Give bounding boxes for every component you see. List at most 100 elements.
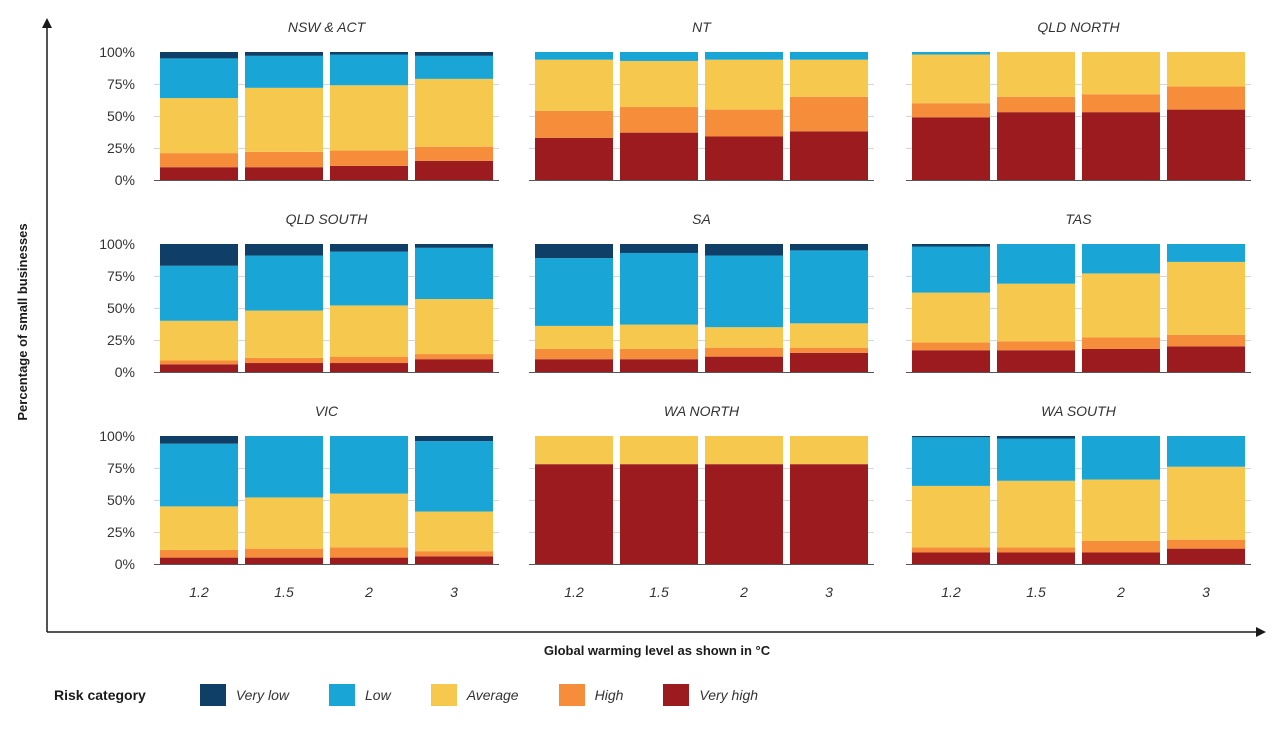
bar-segment-nsw-act-1-5-very-low — [245, 52, 323, 56]
bar-segment-wa-north-1-5-very-high — [620, 464, 698, 564]
panel-title-vic: VIC — [315, 403, 339, 419]
bar-segment-tas-1-5-high — [997, 341, 1075, 351]
bar-segment-vic-2-average — [330, 493, 408, 548]
bar-segment-wa-north-1-2-very-high — [535, 464, 613, 564]
panel-title-sa: SA — [692, 211, 711, 227]
bar-segment-vic-3-average — [415, 511, 493, 552]
bar-segment-qld-north-1-2-low — [912, 52, 990, 55]
legend-label-high: High — [594, 687, 624, 703]
panel-qld-north: QLD NORTH — [906, 19, 1251, 181]
bar-segment-nsw-act-2-low — [330, 54, 408, 86]
bar-segment-qld-south-1-5-low — [245, 255, 323, 311]
panel-title-wa-north: WA NORTH — [664, 403, 740, 419]
bar-segment-qld-north-2-very-high — [1082, 112, 1160, 180]
bar-segment-sa-1-2-average — [535, 325, 613, 349]
bar-segment-vic-1-2-very-high — [160, 557, 238, 564]
panel-title-wa-south: WA SOUTH — [1041, 403, 1117, 419]
x-axis-title: Global warming level as shown in °C — [544, 643, 771, 658]
bar-segment-wa-south-3-low — [1167, 436, 1245, 467]
x-tick-label: 1.5 — [274, 584, 294, 600]
y-tick-label: 0% — [115, 172, 135, 188]
bar-segment-wa-south-1-2-high — [912, 547, 990, 553]
bar-segment-qld-south-3-very-high — [415, 359, 493, 372]
bar-segment-vic-1-2-average — [160, 506, 238, 550]
bar-segment-sa-3-high — [790, 347, 868, 353]
y-axis-title: Percentage of small businesses — [15, 223, 30, 420]
legend: Risk category Very low Low Average High Very… — [54, 680, 798, 710]
bar-segment-wa-south-1-5-very-low — [997, 436, 1075, 439]
bar-segment-sa-3-average — [790, 323, 868, 348]
bar-segment-nt-3-high — [790, 96, 868, 132]
bar-segment-nsw-act-1-2-high — [160, 153, 238, 168]
panel-qld-south: QLD SOUTH 100% 75% 50% 25% 0% — [99, 211, 499, 380]
y-tick-label: 0% — [115, 364, 135, 380]
bar-segment-wa-south-2-very-high — [1082, 552, 1160, 564]
legend-item-high: High — [558, 684, 624, 706]
y-tick-label: 25% — [107, 524, 135, 540]
panel-title-nsw-act: NSW & ACT — [288, 19, 367, 35]
bar-segment-sa-1-2-low — [535, 258, 613, 326]
bar-segment-sa-1-5-high — [620, 348, 698, 360]
legend-item-low: Low — [329, 684, 391, 706]
legend-swatch-high — [558, 684, 585, 706]
bar-segment-sa-2-high — [705, 347, 783, 357]
bar-segment-sa-2-average — [705, 327, 783, 348]
bar-segment-nt-2-high — [705, 109, 783, 137]
bar-segment-qld-south-1-5-high — [245, 357, 323, 364]
bar-segment-nt-1-5-average — [620, 60, 698, 108]
bar-segment-qld-south-2-high — [330, 356, 408, 364]
legend-label-low: Low — [365, 687, 391, 703]
bar-segment-nsw-act-1-2-low — [160, 58, 238, 99]
bar-segment-qld-south-3-average — [415, 299, 493, 355]
bar-segment-nsw-act-2-very-low — [330, 52, 408, 55]
panel-title-qld-south: QLD SOUTH — [286, 211, 369, 227]
bar-segment-wa-south-2-average — [1082, 479, 1160, 541]
x-tick-label: 3 — [1202, 584, 1210, 600]
bar-segment-wa-south-1-5-very-high — [997, 552, 1075, 564]
y-tick-label: 50% — [107, 108, 135, 124]
bar-segment-qld-south-1-5-very-low — [245, 244, 323, 256]
y-tick-label: 75% — [107, 268, 135, 284]
bar-segment-nsw-act-1-5-very-high — [245, 167, 323, 180]
bar-segment-nsw-act-1-2-very-high — [160, 167, 238, 180]
bar-segment-qld-north-2-high — [1082, 94, 1160, 113]
bar-segment-qld-north-2-average — [1082, 52, 1160, 95]
x-tick-label: 2 — [364, 584, 373, 600]
bar-segment-wa-north-1-2-average — [535, 436, 613, 465]
bar-segment-qld-north-1-2-average — [912, 54, 990, 104]
bar-segment-tas-1-5-average — [997, 283, 1075, 342]
x-tick-label: 2 — [739, 584, 748, 600]
x-tick-label: 2 — [1116, 584, 1125, 600]
bar-segment-nt-1-2-high — [535, 110, 613, 138]
bar-segment-wa-south-2-high — [1082, 540, 1160, 553]
bar-segment-nt-3-low — [790, 52, 868, 60]
bar-segment-wa-south-3-average — [1167, 466, 1245, 540]
bar-segment-nt-1-5-high — [620, 107, 698, 133]
panel-nsw-act: NSW & ACT 100% 75% 50% 25% 0% — [99, 19, 499, 188]
bar-segment-tas-1-2-average — [912, 292, 990, 343]
x-tick-labels: 1.2 1.5 2 3 1.2 1.5 2 3 1.2 1.5 2 3 — [189, 584, 1210, 600]
legend-label-very-low: Very low — [235, 687, 289, 703]
bar-segment-sa-1-5-very-low — [620, 244, 698, 253]
bar-segment-nt-2-very-high — [705, 136, 783, 180]
bar-segment-qld-south-1-2-high — [160, 360, 238, 365]
bar-segment-vic-3-very-low — [415, 436, 493, 442]
bar-segment-nt-3-very-high — [790, 131, 868, 180]
bar-segment-tas-1-5-low — [997, 244, 1075, 284]
bar-segment-sa-1-5-very-high — [620, 359, 698, 372]
bar-segment-nt-2-average — [705, 59, 783, 110]
legend-swatch-low — [329, 684, 355, 706]
bar-segment-tas-2-high — [1082, 337, 1160, 349]
panel-title-nt: NT — [692, 19, 712, 35]
y-tick-label: 50% — [107, 300, 135, 316]
bar-segment-qld-south-3-high — [415, 354, 493, 360]
panel-wa-north: WA NORTH — [529, 403, 874, 565]
y-tick-label: 25% — [107, 140, 135, 156]
legend-item-very-low: Very low — [199, 684, 289, 706]
bar-segment-sa-1-2-very-low — [535, 244, 613, 259]
bar-segment-qld-north-1-5-very-high — [997, 112, 1075, 180]
y-tick-label: 75% — [107, 460, 135, 476]
bar-segment-nt-1-5-very-high — [620, 132, 698, 180]
bar-segment-vic-1-5-very-high — [245, 557, 323, 564]
bar-segment-nt-1-2-average — [535, 59, 613, 111]
